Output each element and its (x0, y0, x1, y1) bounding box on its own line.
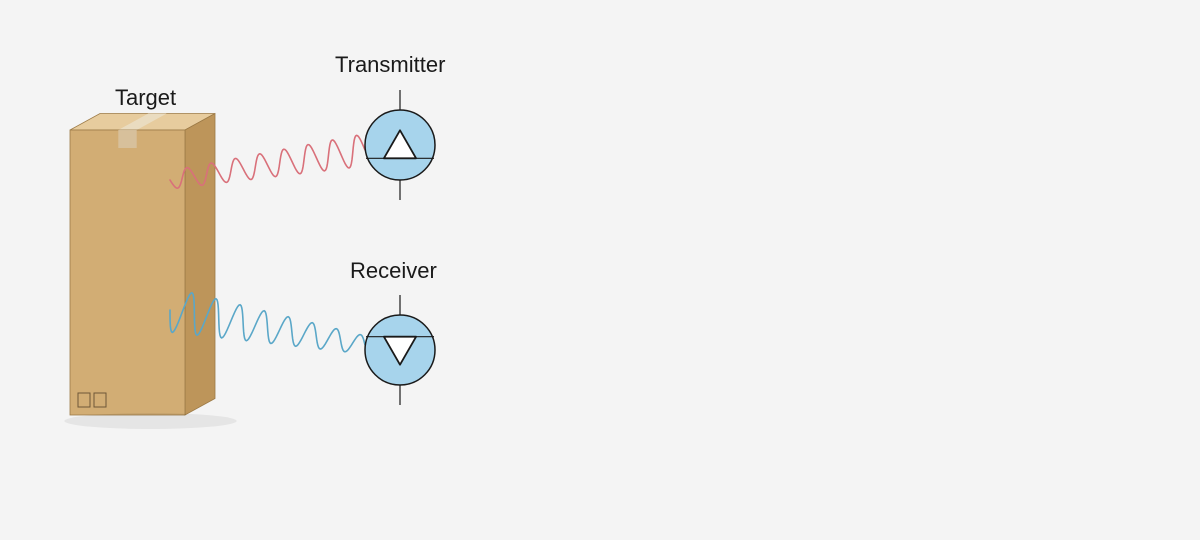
label-transmitter: Transmitter (335, 52, 445, 78)
wave-transmitter (170, 135, 365, 188)
label-receiver: Receiver (350, 258, 437, 284)
diagram-stage: Target Transmitter Receiver (0, 0, 1200, 540)
diagram-svg (0, 0, 1200, 540)
wave-receiver (170, 293, 365, 352)
target-box (64, 114, 237, 430)
label-target: Target (115, 85, 176, 111)
receiver-node (365, 295, 435, 405)
transmitter-node (365, 90, 435, 200)
